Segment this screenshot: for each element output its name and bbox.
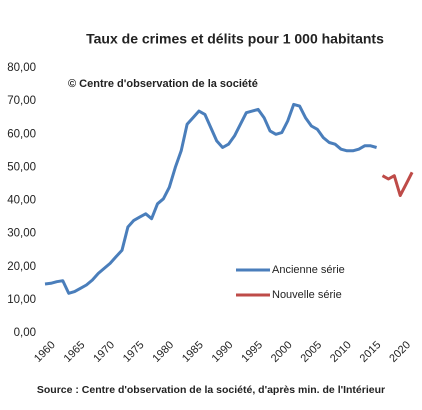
y-tick-label: 30,00 xyxy=(7,228,36,240)
y-tick-label: 0,00 xyxy=(14,327,36,339)
series-line xyxy=(381,171,414,197)
x-tick-label: 2000 xyxy=(269,339,295,365)
x-tick-label: 1990 xyxy=(210,339,236,365)
x-tick-label: 1975 xyxy=(121,339,147,365)
x-tick-label: 1965 xyxy=(62,339,88,365)
y-tick-label: 60,00 xyxy=(7,128,36,140)
x-tick-label: 1960 xyxy=(32,339,58,365)
y-tick-label: 10,00 xyxy=(7,294,36,306)
source: Source : Centre d'observation de la soci… xyxy=(37,384,385,396)
x-tick-label: 1985 xyxy=(180,339,206,365)
y-tick-label: 50,00 xyxy=(7,161,36,173)
y-tick-label: 20,00 xyxy=(7,261,36,273)
series-line xyxy=(44,102,378,295)
y-tick-label: 80,00 xyxy=(7,62,36,74)
x-tick-label: 2020 xyxy=(387,339,413,365)
chart-title: Taux de crimes et délits pour 1 000 habi… xyxy=(86,31,384,47)
x-tick-label: 1970 xyxy=(91,339,117,365)
x-tick-label: 2015 xyxy=(358,339,384,365)
x-tick-label: 1980 xyxy=(150,339,176,365)
y-tick-label: 40,00 xyxy=(7,195,36,207)
annotation: © Centre d'observation de la société xyxy=(68,78,258,90)
legend-label: Nouvelle série xyxy=(272,289,342,301)
x-tick-label: 2005 xyxy=(298,339,324,365)
legend-label: Ancienne série xyxy=(272,264,345,276)
y-tick-label: 70,00 xyxy=(7,95,36,107)
x-tick-label: 1995 xyxy=(239,339,265,365)
x-tick-label: 2010 xyxy=(328,339,354,365)
